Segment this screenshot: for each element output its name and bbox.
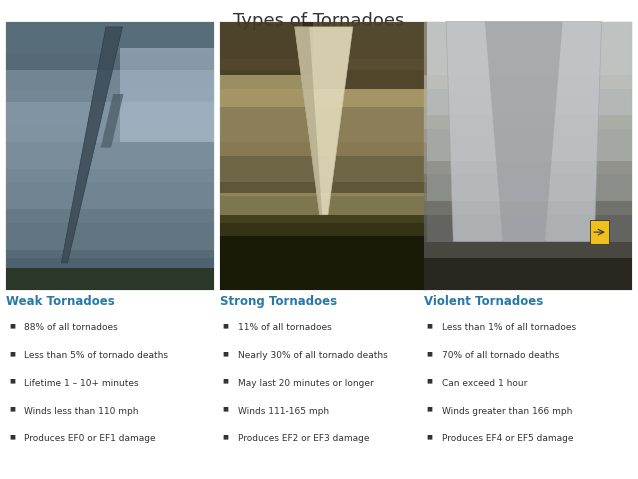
Text: Produces EF4 or EF5 damage: Produces EF4 or EF5 damage xyxy=(442,434,574,444)
Bar xyxy=(6,124,214,182)
Polygon shape xyxy=(446,22,602,241)
Bar xyxy=(303,22,427,89)
Bar xyxy=(6,22,214,290)
Bar xyxy=(6,209,214,258)
Text: ■: ■ xyxy=(427,351,433,356)
Polygon shape xyxy=(295,27,322,215)
Text: Types of Tornadoes: Types of Tornadoes xyxy=(234,12,404,30)
Bar xyxy=(590,220,609,244)
Bar xyxy=(220,59,427,107)
Bar xyxy=(6,54,214,102)
Text: ■: ■ xyxy=(223,407,228,411)
Text: ■: ■ xyxy=(427,379,433,384)
Text: May last 20 minutes or longer: May last 20 minutes or longer xyxy=(238,379,374,388)
Text: ■: ■ xyxy=(9,351,15,356)
Bar xyxy=(220,89,427,156)
Polygon shape xyxy=(485,22,563,241)
Bar xyxy=(424,75,632,129)
Bar xyxy=(121,48,214,142)
Text: Produces EF2 or EF3 damage: Produces EF2 or EF3 damage xyxy=(238,434,369,444)
Bar xyxy=(220,22,427,70)
Bar xyxy=(424,241,632,290)
Text: Nearly 30% of all tornado deaths: Nearly 30% of all tornado deaths xyxy=(238,351,388,360)
Text: ■: ■ xyxy=(427,323,433,328)
Text: ■: ■ xyxy=(9,379,15,384)
Bar xyxy=(220,223,427,290)
Text: ■: ■ xyxy=(9,434,15,439)
Bar xyxy=(6,250,214,290)
Bar xyxy=(6,268,214,290)
Bar xyxy=(424,241,632,258)
Text: Less than 1% of all tornadoes: Less than 1% of all tornadoes xyxy=(442,323,576,332)
Bar xyxy=(424,22,632,89)
Polygon shape xyxy=(61,27,122,263)
Text: ■: ■ xyxy=(223,351,228,356)
Text: 70% of all tornado deaths: 70% of all tornado deaths xyxy=(442,351,560,360)
Bar xyxy=(220,22,313,75)
Bar xyxy=(6,22,214,70)
Bar xyxy=(6,89,214,142)
Text: 88% of all tornadoes: 88% of all tornadoes xyxy=(24,323,118,332)
Text: Winds 111-165 mph: Winds 111-165 mph xyxy=(238,407,329,416)
Bar xyxy=(424,115,632,174)
Bar xyxy=(424,250,632,290)
Bar xyxy=(220,193,427,215)
Bar xyxy=(220,182,427,236)
Text: Weak Tornadoes: Weak Tornadoes xyxy=(6,295,115,308)
Text: Strong Tornadoes: Strong Tornadoes xyxy=(220,295,338,308)
Text: 11% of all tornadoes: 11% of all tornadoes xyxy=(238,323,332,332)
Text: ■: ■ xyxy=(223,434,228,439)
Bar xyxy=(6,169,214,223)
Bar xyxy=(424,161,632,215)
Text: Violent Tornadoes: Violent Tornadoes xyxy=(424,295,544,308)
Polygon shape xyxy=(295,27,353,215)
Text: Lifetime 1 – 10+ minutes: Lifetime 1 – 10+ minutes xyxy=(24,379,139,388)
Text: ■: ■ xyxy=(427,407,433,411)
Text: Winds less than 110 mph: Winds less than 110 mph xyxy=(24,407,138,416)
Text: ■: ■ xyxy=(9,407,15,411)
Text: ■: ■ xyxy=(427,434,433,439)
Text: ■: ■ xyxy=(223,379,228,384)
Text: ■: ■ xyxy=(9,323,15,328)
Text: Can exceed 1 hour: Can exceed 1 hour xyxy=(442,379,528,388)
Text: Winds greater than 166 mph: Winds greater than 166 mph xyxy=(442,407,572,416)
Bar xyxy=(220,142,427,196)
Polygon shape xyxy=(101,94,124,148)
Text: Less than 5% of tornado deaths: Less than 5% of tornado deaths xyxy=(24,351,168,360)
Bar xyxy=(424,22,632,290)
Text: ■: ■ xyxy=(223,323,228,328)
Text: Produces EF0 or EF1 damage: Produces EF0 or EF1 damage xyxy=(24,434,156,444)
Bar xyxy=(424,201,632,250)
Bar xyxy=(220,22,427,290)
